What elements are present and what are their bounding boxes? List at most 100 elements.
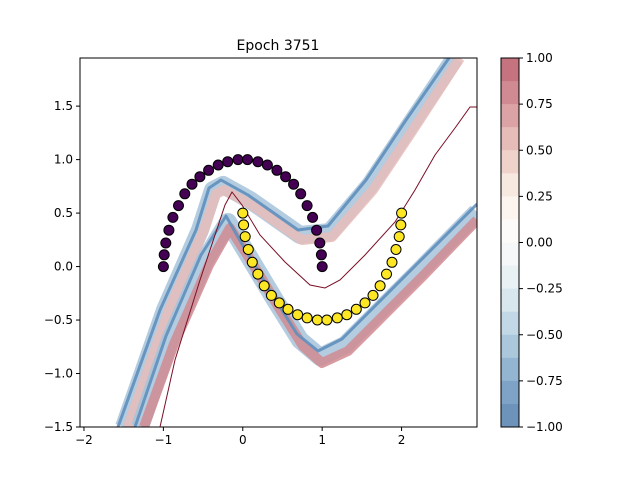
y-tick-label: −1.5 bbox=[44, 420, 73, 434]
plot-frame bbox=[79, 57, 478, 428]
x-tick-label: 0 bbox=[239, 433, 247, 447]
class-0-point bbox=[311, 224, 323, 236]
class-1-point bbox=[396, 207, 408, 219]
x-tick-label: −2 bbox=[75, 433, 93, 447]
class-0-point bbox=[280, 171, 292, 183]
class-1-point bbox=[258, 280, 270, 292]
class-1-point bbox=[239, 231, 251, 243]
class-0-point bbox=[232, 154, 244, 166]
colorbar-tick-label: 1.00 bbox=[526, 51, 553, 65]
colorbar-band bbox=[501, 357, 519, 382]
scatter-points bbox=[157, 154, 408, 326]
colorbar-band bbox=[501, 127, 519, 151]
colorbar-band bbox=[501, 196, 519, 220]
colorbar-band bbox=[501, 380, 519, 405]
colorbar-band bbox=[501, 334, 519, 359]
class-0-point bbox=[261, 159, 273, 171]
colorbar-band bbox=[501, 219, 519, 243]
colorbar-band bbox=[501, 311, 519, 336]
y-tick-label: −0.5 bbox=[44, 313, 73, 327]
contour-band bbox=[123, 58, 465, 427]
class-1-point bbox=[321, 314, 333, 326]
class-1-point bbox=[350, 303, 362, 315]
class-1-point bbox=[395, 219, 407, 231]
colorbar-tick-label: 0.75 bbox=[526, 97, 553, 111]
decision-contours bbox=[115, 58, 477, 427]
class-1-point bbox=[242, 244, 254, 255]
class-0-point bbox=[314, 237, 326, 249]
y-tick-label: 0.0 bbox=[54, 260, 73, 274]
class-1-point bbox=[331, 312, 343, 324]
colorbar-band bbox=[501, 58, 519, 82]
class-0-point bbox=[158, 249, 170, 261]
y-axis: −1.5 −1.0 −0.5 0.0 0.5 1.0 1.5 bbox=[44, 99, 80, 434]
contour-band bbox=[115, 58, 463, 427]
y-tick-label: 1.0 bbox=[54, 153, 73, 167]
class-1-point bbox=[265, 289, 277, 301]
class-1-point bbox=[341, 309, 353, 321]
class-1-point bbox=[367, 289, 379, 301]
class-0-point bbox=[315, 249, 327, 261]
class-0-point bbox=[163, 224, 175, 236]
colorbar-band bbox=[501, 265, 519, 290]
colorbar-tick-label: −0.25 bbox=[526, 282, 563, 296]
class-1-point bbox=[374, 280, 386, 292]
contour-band bbox=[133, 202, 477, 427]
class-0-point bbox=[160, 237, 172, 249]
class-0-point bbox=[307, 211, 319, 223]
class-0-point bbox=[173, 200, 184, 212]
colorbar: 1.00 0.75 0.50 0.25 0.00 −0.25 −0.50 −0.75 −1.00 bbox=[500, 51, 563, 434]
chart-title: Epoch 3751 bbox=[237, 38, 320, 54]
colorbar-band bbox=[501, 81, 519, 105]
colorbar-band bbox=[501, 288, 519, 313]
class-1-point bbox=[311, 314, 323, 326]
class-1-point bbox=[292, 309, 304, 321]
x-tick-label: 2 bbox=[398, 433, 406, 447]
class-1-point bbox=[237, 207, 249, 219]
x-tick-label: −1 bbox=[155, 433, 173, 447]
class-1-point bbox=[390, 244, 402, 255]
class-0-point bbox=[194, 171, 206, 183]
decision-boundary bbox=[159, 106, 477, 427]
class-0-point bbox=[179, 188, 191, 200]
x-axis: −2 −1 0 1 2 bbox=[75, 427, 405, 447]
class-0-point bbox=[157, 261, 169, 273]
class-0-point bbox=[212, 159, 224, 171]
class-0-point bbox=[288, 178, 300, 190]
colorbar-band bbox=[501, 403, 519, 428]
class-0-point bbox=[316, 261, 328, 273]
colorbar-tick-label: 0.25 bbox=[526, 189, 553, 203]
class-0-point bbox=[252, 156, 264, 168]
class-1-point bbox=[238, 219, 250, 231]
class-1-point bbox=[381, 268, 392, 280]
class-1-point bbox=[386, 256, 398, 268]
y-tick-label: 1.5 bbox=[54, 99, 73, 113]
colorbar-tick-label: −0.50 bbox=[526, 328, 563, 342]
y-tick-label: −1.0 bbox=[44, 367, 73, 381]
colorbar-band bbox=[501, 104, 519, 128]
class-1-point bbox=[359, 297, 371, 309]
class-0-point bbox=[242, 154, 253, 166]
class-0-point bbox=[186, 178, 198, 190]
class-0-point bbox=[167, 211, 179, 223]
colorbar-band bbox=[501, 242, 519, 267]
class-1-point bbox=[273, 297, 285, 309]
class-0-point bbox=[271, 164, 283, 176]
class-1-point bbox=[301, 312, 313, 324]
class-1-point bbox=[252, 268, 264, 280]
class-0-point bbox=[295, 188, 307, 200]
class-0-point bbox=[301, 200, 313, 212]
colorbar-band bbox=[501, 150, 519, 174]
colorbar-tick-label: 0.50 bbox=[526, 143, 553, 157]
colorbar-band bbox=[501, 173, 519, 197]
contour-band bbox=[116, 58, 451, 427]
class-0-point bbox=[203, 164, 215, 176]
class-0-point bbox=[222, 156, 234, 168]
class-1-point bbox=[246, 256, 258, 268]
class-1-point bbox=[282, 303, 294, 315]
y-tick-label: 0.5 bbox=[54, 206, 73, 220]
x-tick-label: 1 bbox=[318, 433, 326, 447]
colorbar-tick-label: −1.00 bbox=[526, 420, 563, 434]
colorbar-tick-label: −0.75 bbox=[526, 374, 563, 388]
